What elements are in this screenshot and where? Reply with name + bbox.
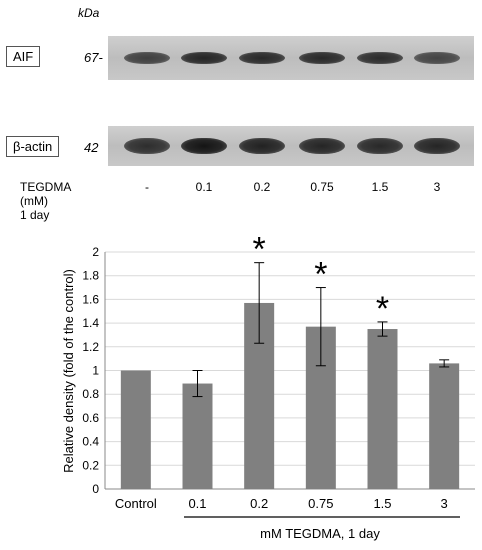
- treatment-label-line: 1 day: [20, 208, 50, 222]
- dose-label: 0.2: [253, 180, 271, 194]
- dose-label: 0.75: [310, 180, 334, 194]
- y-tick-label: 0.8: [82, 387, 99, 401]
- y-axis-label: Relative density (fold of the control): [61, 269, 76, 473]
- y-tick-label: 0.4: [82, 435, 99, 449]
- blot-band: [357, 52, 403, 64]
- y-tick-label: 0.2: [82, 458, 99, 472]
- bar: [429, 363, 460, 489]
- bar: [182, 383, 213, 489]
- y-tick-label: 1: [92, 364, 99, 378]
- dose-label: 1.5: [371, 180, 389, 194]
- blot-band: [181, 138, 227, 154]
- treatment-label: TEGDMA (mM) 1 day: [20, 180, 71, 222]
- blot-band: [124, 52, 170, 64]
- x-axis-label: mM TEGDMA, 1 day: [260, 526, 380, 541]
- blot-band: [414, 138, 460, 154]
- blot-band: [239, 52, 285, 64]
- blot-band: [124, 138, 170, 154]
- y-tick-label: 1.2: [82, 340, 99, 354]
- treatment-label-line: TEGDMA: [20, 180, 72, 194]
- beta-actin-label: β-actin: [6, 136, 60, 157]
- x-tick-label: 1.5: [373, 496, 391, 511]
- y-tick-label: 1.4: [82, 316, 99, 330]
- significance-marker: *: [314, 256, 327, 294]
- significance-marker: *: [376, 290, 389, 328]
- treatment-label-line: (mM): [20, 194, 48, 208]
- x-tick-label: Control: [115, 496, 157, 511]
- y-tick-label: 0.6: [82, 411, 99, 425]
- dose-label: 0.1: [195, 180, 213, 194]
- blot-band: [181, 52, 227, 64]
- blot-band: [357, 138, 403, 154]
- blot-band: [239, 138, 285, 154]
- y-tick-label: 2: [92, 245, 99, 259]
- dose-label: -: [145, 180, 149, 194]
- blot-band: [299, 138, 345, 154]
- aif-label: AIF: [6, 46, 41, 67]
- x-tick-label: 3: [441, 496, 448, 511]
- x-tick-label: 0.2: [250, 496, 268, 511]
- bar: [120, 370, 151, 489]
- aif-mw-label: 67-: [84, 50, 103, 65]
- significance-marker: *: [253, 231, 266, 269]
- blot-band: [414, 52, 460, 64]
- beta-actin-blot: [108, 126, 474, 166]
- aif-blot: [108, 36, 474, 80]
- y-tick-label: 1.6: [82, 292, 99, 306]
- blot-band: [299, 52, 345, 64]
- beta-actin-mw-label: 42: [84, 140, 99, 155]
- dose-label: 3: [433, 180, 441, 194]
- x-tick-label: 0.1: [188, 496, 206, 511]
- kda-label: kDa: [78, 6, 100, 20]
- y-tick-label: 0: [92, 482, 99, 496]
- y-tick-label: 1.8: [82, 269, 99, 283]
- x-tick-label: 0.75: [308, 496, 333, 511]
- bar: [367, 329, 398, 489]
